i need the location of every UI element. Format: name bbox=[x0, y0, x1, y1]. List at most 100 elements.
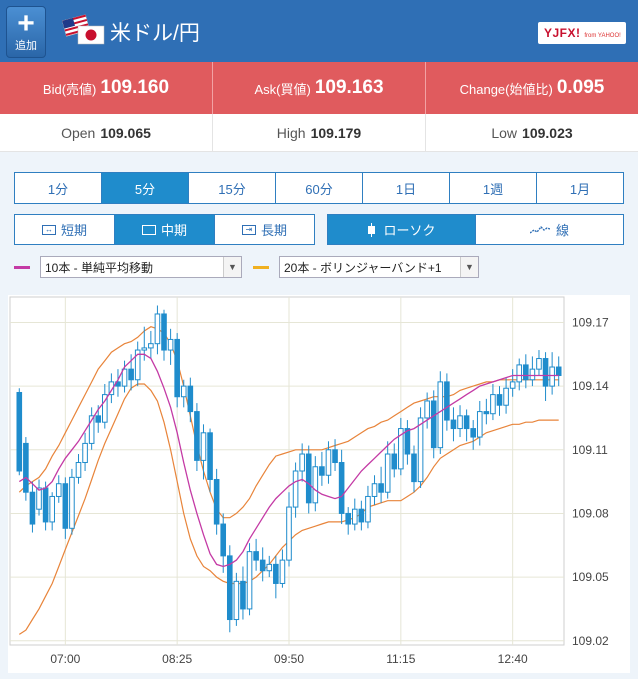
candle bbox=[319, 451, 325, 486]
candle-body bbox=[424, 400, 430, 419]
candle bbox=[529, 356, 536, 387]
candlestick-chart[interactable]: 109.17 109.14 109.11 109.08 109.05 109.02 07:0… bbox=[8, 295, 630, 673]
candle bbox=[154, 305, 161, 355]
tab-term-medium[interactable]: 中期 bbox=[115, 215, 215, 244]
candle-body bbox=[220, 523, 227, 557]
candle-body bbox=[292, 470, 299, 508]
term-tabs: ↔ 短期 中期 ⇥ 長期 bbox=[14, 214, 315, 245]
candle bbox=[358, 500, 365, 531]
candle bbox=[266, 555, 273, 578]
tab-timeframe-1day[interactable]: 1日 bbox=[363, 173, 450, 203]
chart-grid bbox=[9, 296, 565, 646]
tab-timeframe-15min[interactable]: 15分 bbox=[189, 173, 276, 203]
candle-body bbox=[417, 417, 424, 483]
tab-timeframe-1month[interactable]: 1月 bbox=[569, 181, 591, 197]
candle-body bbox=[345, 512, 352, 525]
candle bbox=[476, 400, 483, 446]
change-cell: Change(始値比) 0.095 bbox=[426, 62, 638, 114]
candle bbox=[536, 350, 542, 376]
candle bbox=[55, 475, 62, 503]
quote-row: Bid(売値) 109.160 Ask(買値) 109.163 Change(始… bbox=[0, 62, 638, 114]
tab-term-long[interactable]: ⇥ 長期 bbox=[215, 215, 314, 244]
candle bbox=[371, 475, 378, 505]
candle-body bbox=[55, 483, 62, 497]
price-chart[interactable]: 109.17 109.14 109.11 109.08 109.05 109.02 07:0… bbox=[8, 295, 630, 673]
brand-logo: YJFX! from YAHOO! bbox=[538, 22, 626, 44]
candle bbox=[82, 432, 88, 471]
candle bbox=[187, 377, 194, 423]
candle-body bbox=[523, 364, 529, 381]
x-tick-label: 11:15 bbox=[386, 652, 415, 666]
candle bbox=[148, 330, 154, 359]
candle bbox=[483, 398, 490, 425]
candle-body bbox=[319, 466, 325, 476]
candle bbox=[384, 441, 391, 499]
candle bbox=[194, 403, 200, 471]
y-tick-label: 109.02 bbox=[572, 634, 609, 648]
candle-body bbox=[167, 338, 174, 351]
tab-style-candle[interactable]: ローソク bbox=[328, 215, 476, 244]
candle bbox=[424, 392, 430, 429]
ask-label: Ask(買値) bbox=[254, 81, 311, 97]
tab-timeframe-60min[interactable]: 60分 bbox=[276, 173, 363, 203]
candle bbox=[253, 538, 259, 571]
term-medium-label: 中期 bbox=[160, 223, 187, 238]
change-value: 0.095 bbox=[556, 77, 605, 98]
candle bbox=[292, 462, 299, 518]
candle bbox=[226, 545, 233, 633]
tab-timeframe-1min[interactable]: 1分 bbox=[15, 173, 102, 203]
candle bbox=[29, 481, 36, 533]
candle-body bbox=[226, 555, 233, 621]
add-pair-button[interactable]: + 追加 bbox=[6, 6, 46, 58]
candle bbox=[549, 352, 555, 395]
bollinger-select[interactable]: 20本 - ボリンジャーバンド+1 ▼ bbox=[279, 256, 479, 278]
candle-body bbox=[536, 358, 542, 370]
candle-body bbox=[279, 559, 286, 584]
x-tick-label: 12:40 bbox=[498, 652, 528, 666]
candle bbox=[121, 360, 128, 393]
candle-body bbox=[108, 381, 115, 396]
candle-body bbox=[457, 415, 463, 430]
high-label: High bbox=[276, 124, 306, 141]
candle bbox=[207, 428, 213, 493]
sma-select[interactable]: 10本 - 単純平均移動 ▼ bbox=[40, 256, 242, 278]
candle-body bbox=[88, 415, 95, 444]
x-tick-label: 07:00 bbox=[50, 652, 80, 666]
chart-style-tabs: ローソク 線 bbox=[327, 214, 624, 245]
candle bbox=[233, 572, 240, 626]
candle-body bbox=[253, 551, 259, 561]
tab-term-short[interactable]: ↔ 短期 bbox=[15, 215, 115, 244]
candle bbox=[437, 371, 444, 455]
medium-term-icon bbox=[141, 224, 156, 235]
line-chart-icon bbox=[529, 225, 550, 234]
brand-sub: from YAHOO! bbox=[584, 33, 621, 39]
tab-timeframe-1week[interactable]: 1週 bbox=[450, 173, 537, 203]
style-line-label: 線 bbox=[555, 223, 569, 238]
candle bbox=[259, 547, 266, 582]
candle bbox=[286, 492, 292, 567]
candle-body bbox=[148, 343, 154, 349]
add-button-label: 追加 bbox=[15, 40, 37, 52]
candle bbox=[299, 443, 305, 482]
candle-body bbox=[141, 347, 148, 351]
candle-body bbox=[213, 478, 220, 525]
candle-body bbox=[358, 508, 365, 523]
candle-body bbox=[365, 495, 371, 523]
app-header: + 追加 米ドル/円 YJFX! from YAHOO! bbox=[0, 0, 638, 62]
candle-body bbox=[516, 364, 523, 383]
candle-body bbox=[233, 580, 240, 621]
candle-body bbox=[200, 432, 207, 461]
tab-timeframe-5min[interactable]: 5分 bbox=[102, 173, 189, 203]
candle bbox=[273, 555, 279, 599]
candle-body bbox=[549, 366, 555, 387]
bid-value: 109.160 bbox=[100, 77, 170, 98]
candle-body bbox=[332, 449, 338, 464]
candle-body bbox=[384, 453, 391, 493]
tab-style-line[interactable]: 線 bbox=[476, 215, 623, 244]
candle-body bbox=[391, 453, 398, 470]
candle bbox=[509, 369, 516, 397]
candle bbox=[503, 377, 509, 414]
brand-name: YJFX! bbox=[544, 26, 581, 40]
candle bbox=[279, 549, 286, 588]
ohlc-row: Open 109.065 High 109.179 Low 109.023 bbox=[0, 114, 638, 152]
